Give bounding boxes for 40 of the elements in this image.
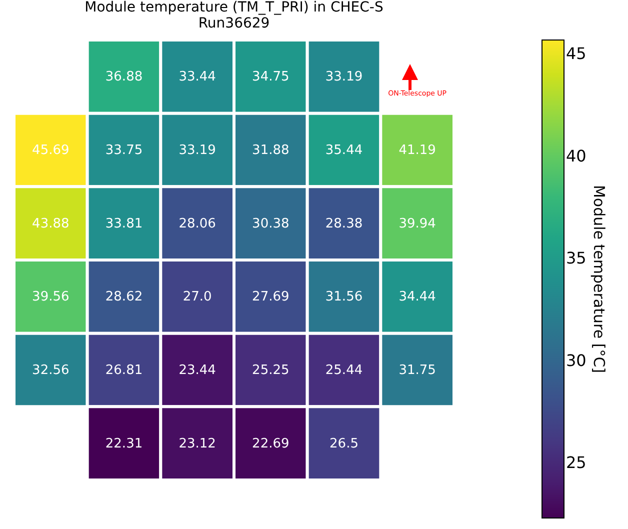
- data-label: 33.81: [105, 216, 143, 232]
- data-label: 25.44: [325, 363, 363, 378]
- data-label: 33.19: [178, 143, 216, 158]
- data-label: 35.44: [325, 143, 363, 158]
- text: Module temperature (TM_T_PRI) in CHEC-S: [84, 0, 384, 16]
- data-label: 39.94: [398, 216, 436, 232]
- data-label: 22.69: [252, 436, 290, 452]
- data-label: 28.38: [325, 216, 363, 232]
- data-label: 33.75: [105, 143, 143, 158]
- data-label: 33.19: [325, 70, 363, 85]
- data-label: 26.5: [330, 436, 358, 452]
- color-bar-label: 25: [566, 453, 586, 472]
- data-label: 32.56: [32, 363, 70, 378]
- data-label: 31.88: [252, 143, 290, 158]
- data-label: 23.44: [178, 363, 216, 378]
- data-label: 41.19: [398, 143, 436, 158]
- data-label: 26.81: [105, 363, 143, 378]
- data-label: 25.25: [252, 363, 290, 378]
- data-label: 31.75: [398, 363, 436, 378]
- data-label: 39.56: [32, 290, 70, 305]
- color-bar-label: 35: [566, 248, 586, 268]
- data-label: 30.38: [252, 216, 290, 232]
- text: Run36629: [198, 16, 270, 32]
- color-bar-label: 40: [566, 146, 586, 166]
- color-bar-title: Module temperature [°C]: [590, 184, 608, 374]
- data-label: 34.44: [398, 290, 436, 305]
- data-label: 27.69: [252, 290, 290, 305]
- data-label: 22.31: [105, 436, 143, 452]
- data-label: 43.88: [32, 216, 70, 232]
- data-label: 45.69: [32, 143, 70, 158]
- color-bar-label: 30: [566, 350, 586, 370]
- data-label: 34.75: [252, 70, 290, 85]
- color-bar-label: 45: [566, 44, 586, 64]
- data-label: 36.88: [105, 70, 143, 85]
- data-label: 31.56: [325, 290, 363, 305]
- data-label: 28.06: [178, 216, 216, 232]
- data-label: 23.12: [178, 436, 216, 452]
- data-label: 33.44: [178, 70, 216, 85]
- data-label: 28.62: [105, 290, 143, 305]
- data-label: 27.0: [182, 290, 212, 305]
